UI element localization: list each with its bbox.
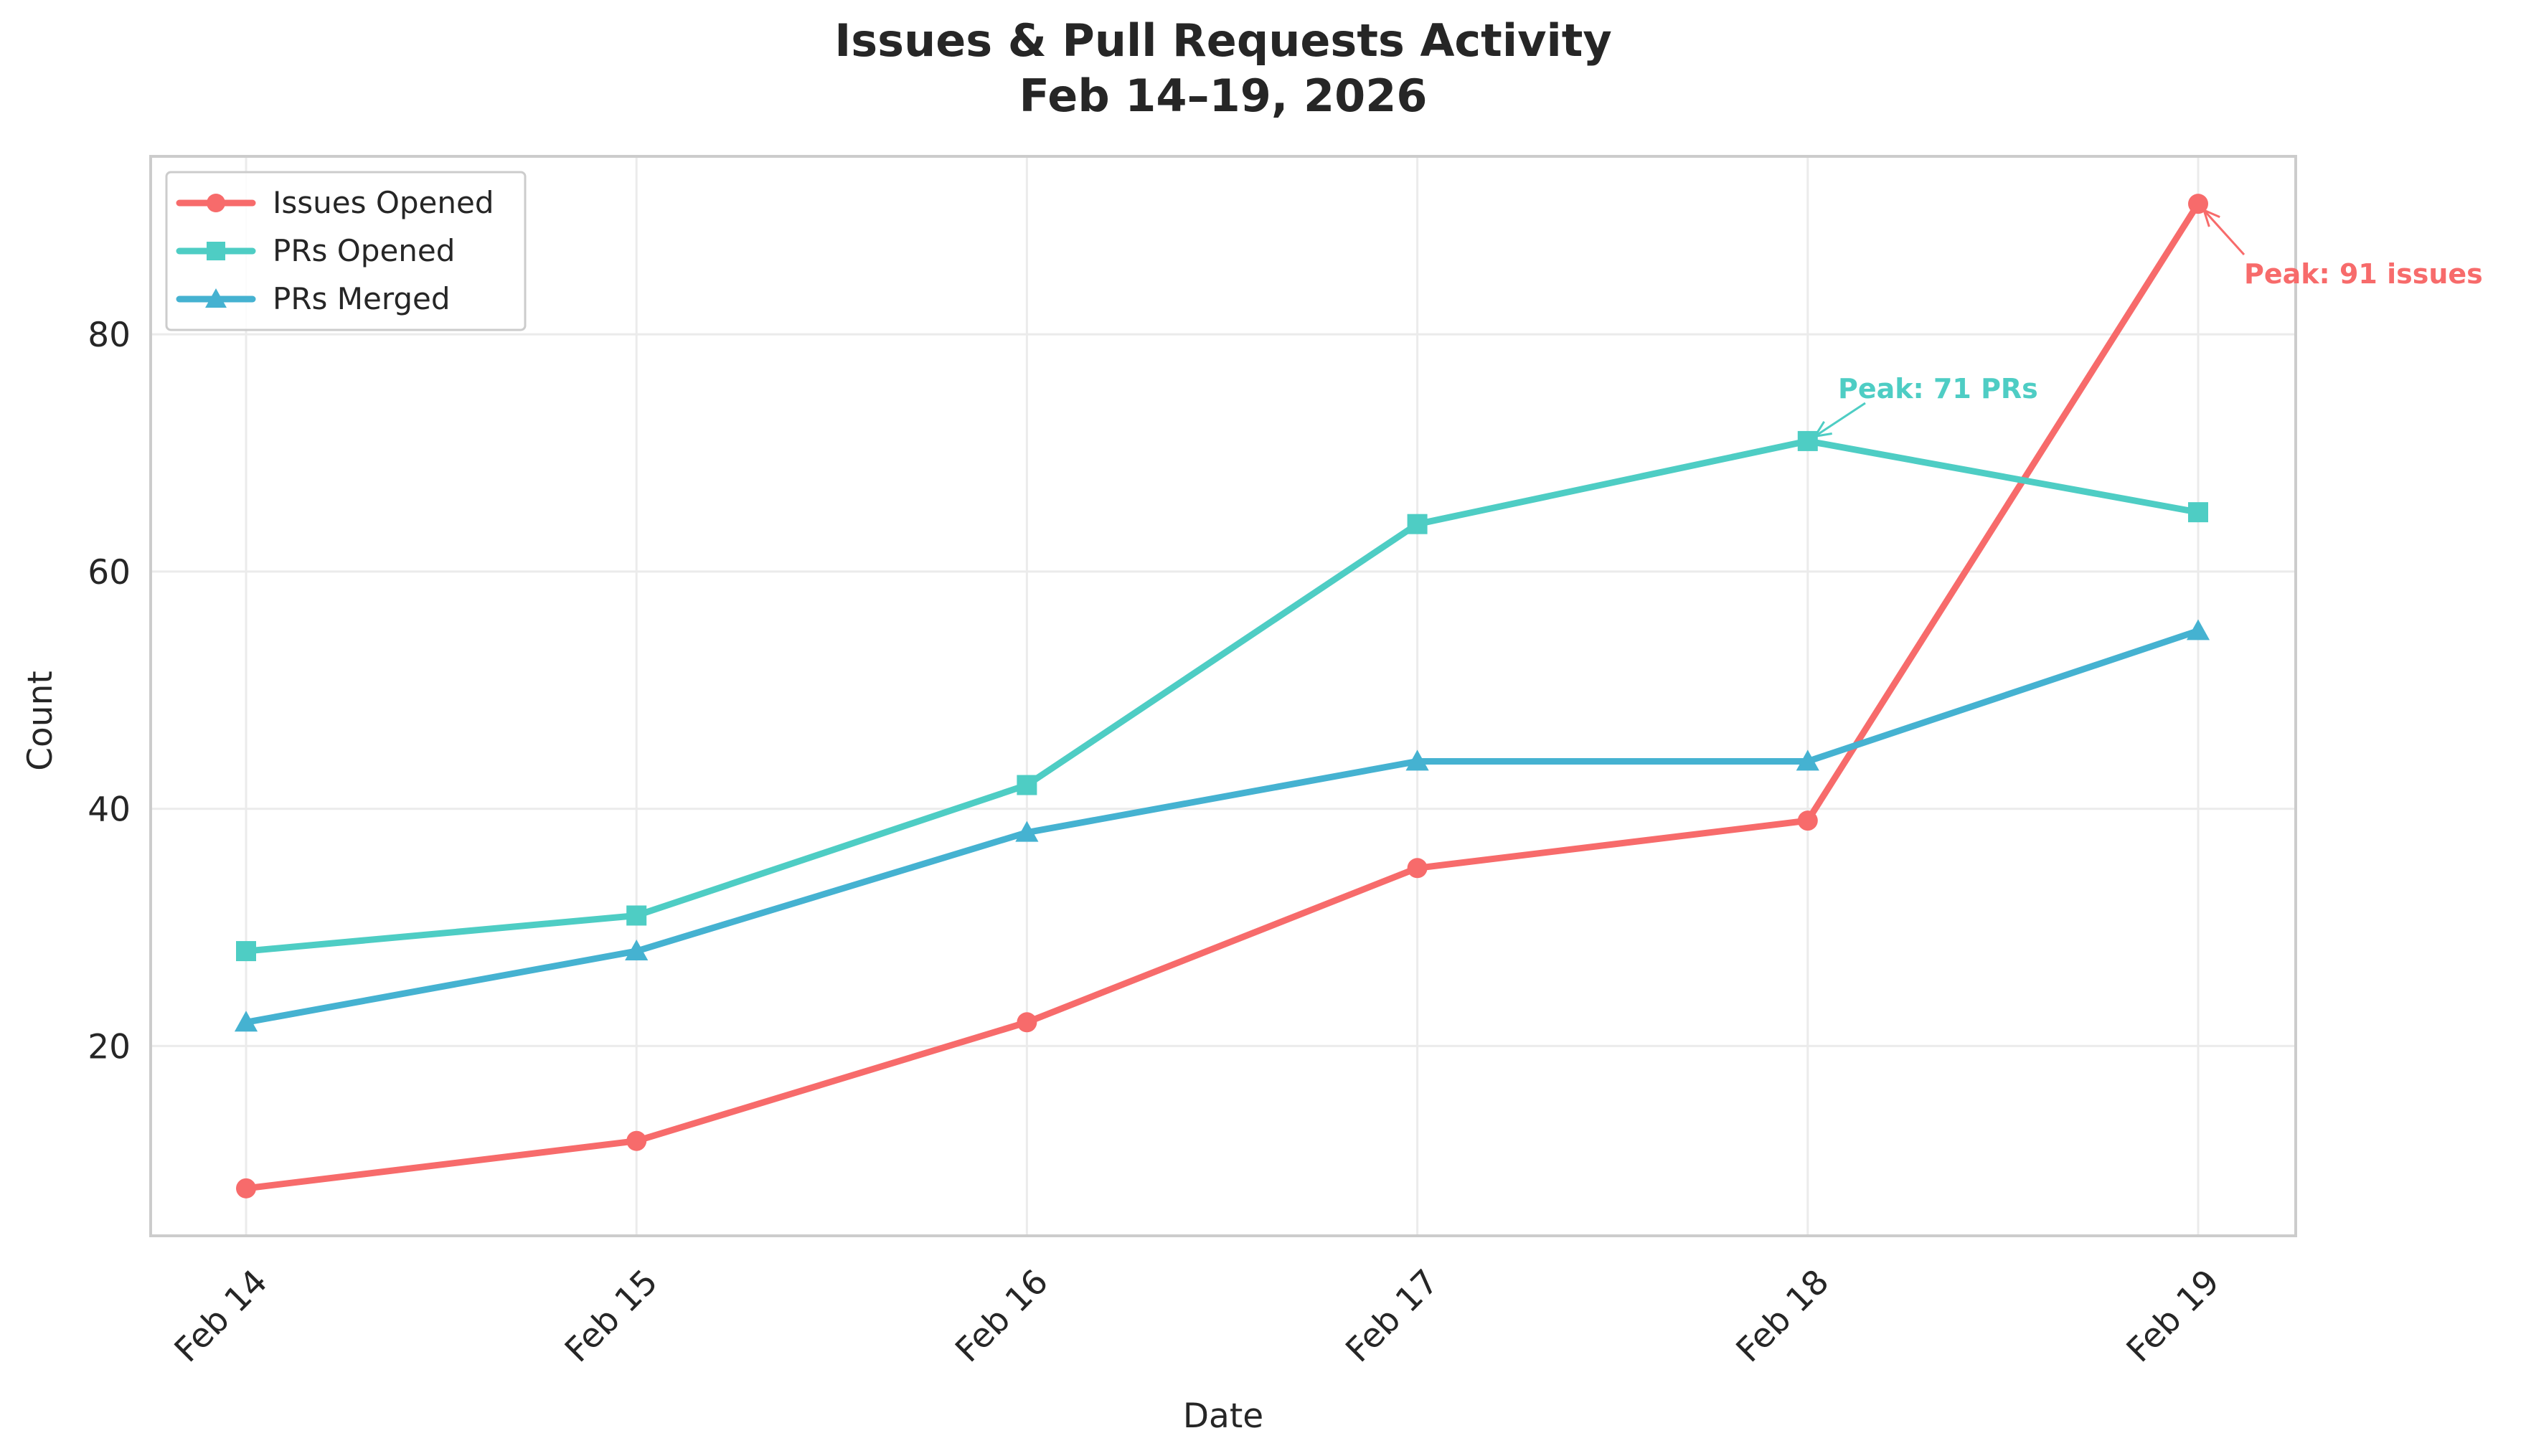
data-point [234,1011,258,1032]
x-tick-label: Feb 15 [557,1262,666,1371]
y-tick-label: 40 [88,790,131,830]
data-point [1407,858,1428,879]
legend-item-prs-opened: PRs Opened [176,233,455,268]
annotations: Peak: 91 issues Peak: 71 PRs [1812,208,2483,438]
data-point [1797,810,1818,831]
annotation-arrowhead [1812,421,1832,438]
legend-box [165,171,527,331]
series-line [242,628,2202,1026]
data-point [1796,750,1819,771]
annotation: Peak: 71 PRs [1812,373,2038,438]
y-axis-ticks: 20 40 60 80 [88,316,131,1067]
y-tick-label: 60 [88,553,131,592]
y-axis-label: Count [21,671,60,771]
annotation: Peak: 91 issues [2202,208,2483,290]
series-prs-merged [234,619,2210,1032]
data-point [2188,502,2208,523]
legend: Issues Opened PRs Opened PRs Merged [165,171,527,331]
x-tick-label: Feb 19 [2119,1262,2228,1371]
data-point [236,941,256,962]
annotation-arrow [2202,209,2245,256]
data-point [1015,821,1039,842]
data-point [2186,619,2210,640]
x-axis-ticks: Feb 14 Feb 15 Feb 16 Feb 17 Feb 18 Feb 19 [167,1262,2228,1371]
chart-title-line-2: Feb 14–19, 2026 [1019,70,1427,122]
x-tick-label: Feb 16 [948,1262,1056,1371]
legend-label: PRs Merged [273,281,451,316]
series-prs-opened [236,430,2208,962]
legend-label: PRs Opened [273,233,455,268]
series-issues-opened [236,194,2208,1199]
legend-marker [207,242,225,260]
plot-frame [149,155,2297,1237]
data-point [1017,1012,1037,1033]
annotation-arrowhead [2202,208,2220,227]
legend-item-issues-opened: Issues Opened [176,185,494,220]
legend-label: Issues Opened [273,185,494,220]
data-point [1017,775,1037,795]
annotation-label: Peak: 91 issues [2244,258,2483,290]
legend-marker [205,288,227,308]
data-point [1797,430,1818,451]
chart-title-line-1: Issues & Pull Requests Activity [834,14,1612,67]
series-line [242,438,2202,955]
annotation-arrow [1814,402,1866,438]
data-point [626,1130,647,1151]
data-point [1405,750,1429,771]
series-line [242,200,2202,1192]
x-tick-label: Feb 18 [1729,1262,1837,1371]
data-point [236,1178,256,1199]
x-tick-label: Feb 14 [167,1262,275,1371]
y-tick-label: 80 [88,316,131,355]
x-tick-label: Feb 17 [1338,1262,1446,1371]
legend-marker [207,194,225,212]
annotation-label: Peak: 71 PRs [1838,373,2038,405]
y-tick-label: 20 [88,1027,131,1067]
legend-item-prs-merged: PRs Merged [176,281,451,316]
data-point [626,905,647,926]
data-point [1407,514,1428,534]
grid [151,156,2296,1236]
data-point [625,939,649,960]
x-axis-label: Date [1183,1396,1263,1436]
series-layer [234,194,2210,1199]
